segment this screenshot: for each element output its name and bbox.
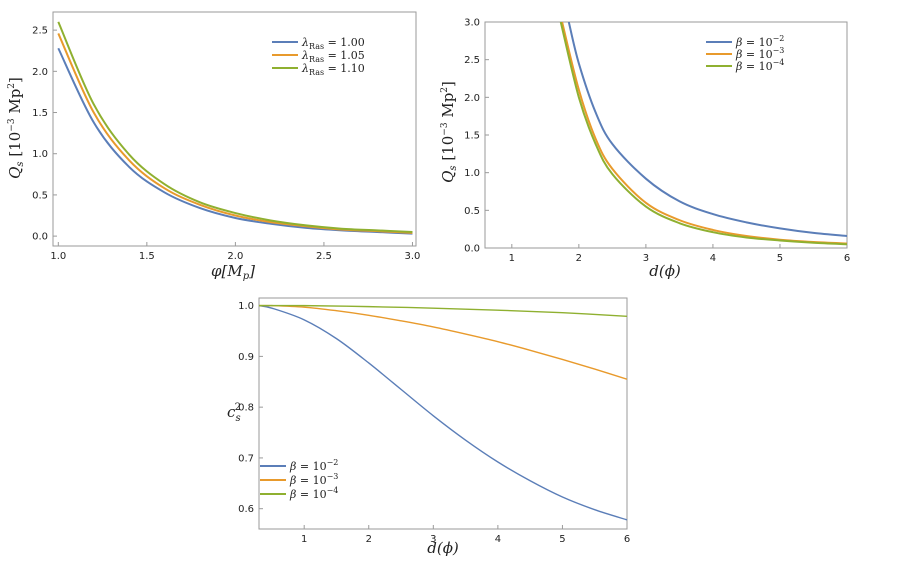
y-axis-label: Qs [10−3 Mp2] — [6, 77, 26, 179]
legend-label: β = 10−3 — [289, 472, 338, 487]
x-tick-label: 1 — [301, 534, 307, 545]
legend: β = 10−2β = 10−3β = 10−4 — [260, 458, 338, 501]
series-line-3 — [259, 304, 627, 317]
y-tick-label: 1.5 — [464, 131, 480, 142]
series-group — [259, 304, 627, 521]
y-tick-label: 1.0 — [238, 301, 254, 312]
x-tick-label: 5 — [777, 253, 783, 264]
y-tick-label: 0.5 — [32, 190, 48, 201]
y-ticks: 0.0 0.5 1.0 1.5 2.0 2.5 — [32, 26, 57, 243]
x-tick-label: 1.0 — [50, 251, 66, 262]
y-tick-label: 2.0 — [464, 93, 480, 104]
legend-label: β = 10−4 — [289, 486, 338, 501]
x-tick-label: 3 — [430, 534, 436, 545]
y-tick-label: 3.0 — [464, 18, 480, 29]
x-tick-label: 4 — [495, 534, 501, 545]
y-tick-label: 0.6 — [238, 504, 254, 515]
x-ticks: 1 2 3 4 5 6 — [301, 525, 630, 545]
series-line-3 — [57, 21, 413, 233]
legend-label: β = 10−2 — [289, 458, 338, 473]
y-tick-label: 2.0 — [32, 67, 48, 78]
x-ticks: 1 2 3 4 5 6 — [509, 244, 850, 264]
x-tick-label: 1 — [509, 253, 515, 264]
chart-panel-c: 1 2 3 4 5 6 0.6 0.7 0.8 0.9 1.0 d(ϕ) cs2 β = 10−2… — [227, 297, 630, 557]
x-ticks: 1.0 1.5 2.0 2.5 3.0 — [50, 242, 420, 262]
x-tick-label: 6 — [844, 253, 850, 264]
legend-label: β = 10−2 — [735, 34, 784, 49]
x-tick-label: 2 — [576, 253, 582, 264]
series-line-1 — [259, 304, 627, 521]
x-tick-label: 2.5 — [316, 251, 332, 262]
x-axis-label: d(ϕ) — [649, 262, 681, 280]
plot-frame — [258, 297, 628, 530]
legend-label: β = 10−3 — [735, 46, 784, 61]
series-line-1 — [567, 22, 847, 237]
y-ticks: 0.0 0.5 1.0 1.5 2.0 2.5 3.0 — [464, 18, 489, 255]
x-tick-label: 6 — [624, 534, 630, 545]
series-group — [57, 21, 413, 235]
y-tick-label: 2.5 — [464, 55, 480, 66]
x-tick-label: 1.5 — [139, 251, 155, 262]
plot-frame — [52, 11, 417, 247]
y-tick-label: 1.0 — [464, 168, 480, 179]
legend-label: λRas = 1.10 — [301, 62, 365, 77]
y-axis-label: Qs [10−3 Mp2] — [439, 81, 459, 183]
legend-label: β = 10−4 — [735, 58, 784, 73]
chart-panel-a: 1.0 1.5 2.0 2.5 3.0 0.0 0.5 1.0 1.5 2.0 2.5 φ[Mp]… — [6, 11, 420, 282]
legend-label: λRas = 1.05 — [301, 49, 365, 64]
x-tick-label: 3 — [643, 253, 649, 264]
x-tick-label: 5 — [559, 534, 565, 545]
y-tick-label: 0.0 — [464, 244, 480, 255]
y-tick-label: 1.0 — [32, 149, 48, 160]
legend-label: λRas = 1.00 — [301, 36, 365, 51]
y-tick-label: 0.0 — [32, 232, 48, 243]
series-line-2 — [259, 304, 627, 380]
x-tick-label: 2 — [366, 534, 372, 545]
y-tick-label: 1.5 — [32, 108, 48, 119]
y-tick-label: 0.9 — [238, 352, 254, 363]
y-tick-label: 0.8 — [238, 403, 254, 414]
series-line-3 — [559, 22, 847, 246]
x-axis-label: d(ϕ) — [427, 539, 459, 557]
x-tick-label: 4 — [710, 253, 716, 264]
x-tick-label: 2.0 — [227, 251, 243, 262]
y-tick-label: 2.5 — [32, 26, 48, 37]
y-tick-label: 0.7 — [238, 453, 254, 464]
series-group — [559, 22, 847, 246]
y-tick-label: 0.5 — [464, 206, 480, 217]
legend: β = 10−2β = 10−3β = 10−4 — [706, 34, 784, 73]
y-axis-label: cs2 — [227, 402, 241, 424]
x-axis-label: φ[Mp] — [211, 262, 255, 282]
x-tick-label: 3.0 — [405, 251, 421, 262]
chart-panel-b: 1 2 3 4 5 6 0.0 0.5 1.0 1.5 2.0 2.5 3.0 d(ϕ) Qs [10… — [439, 18, 850, 281]
